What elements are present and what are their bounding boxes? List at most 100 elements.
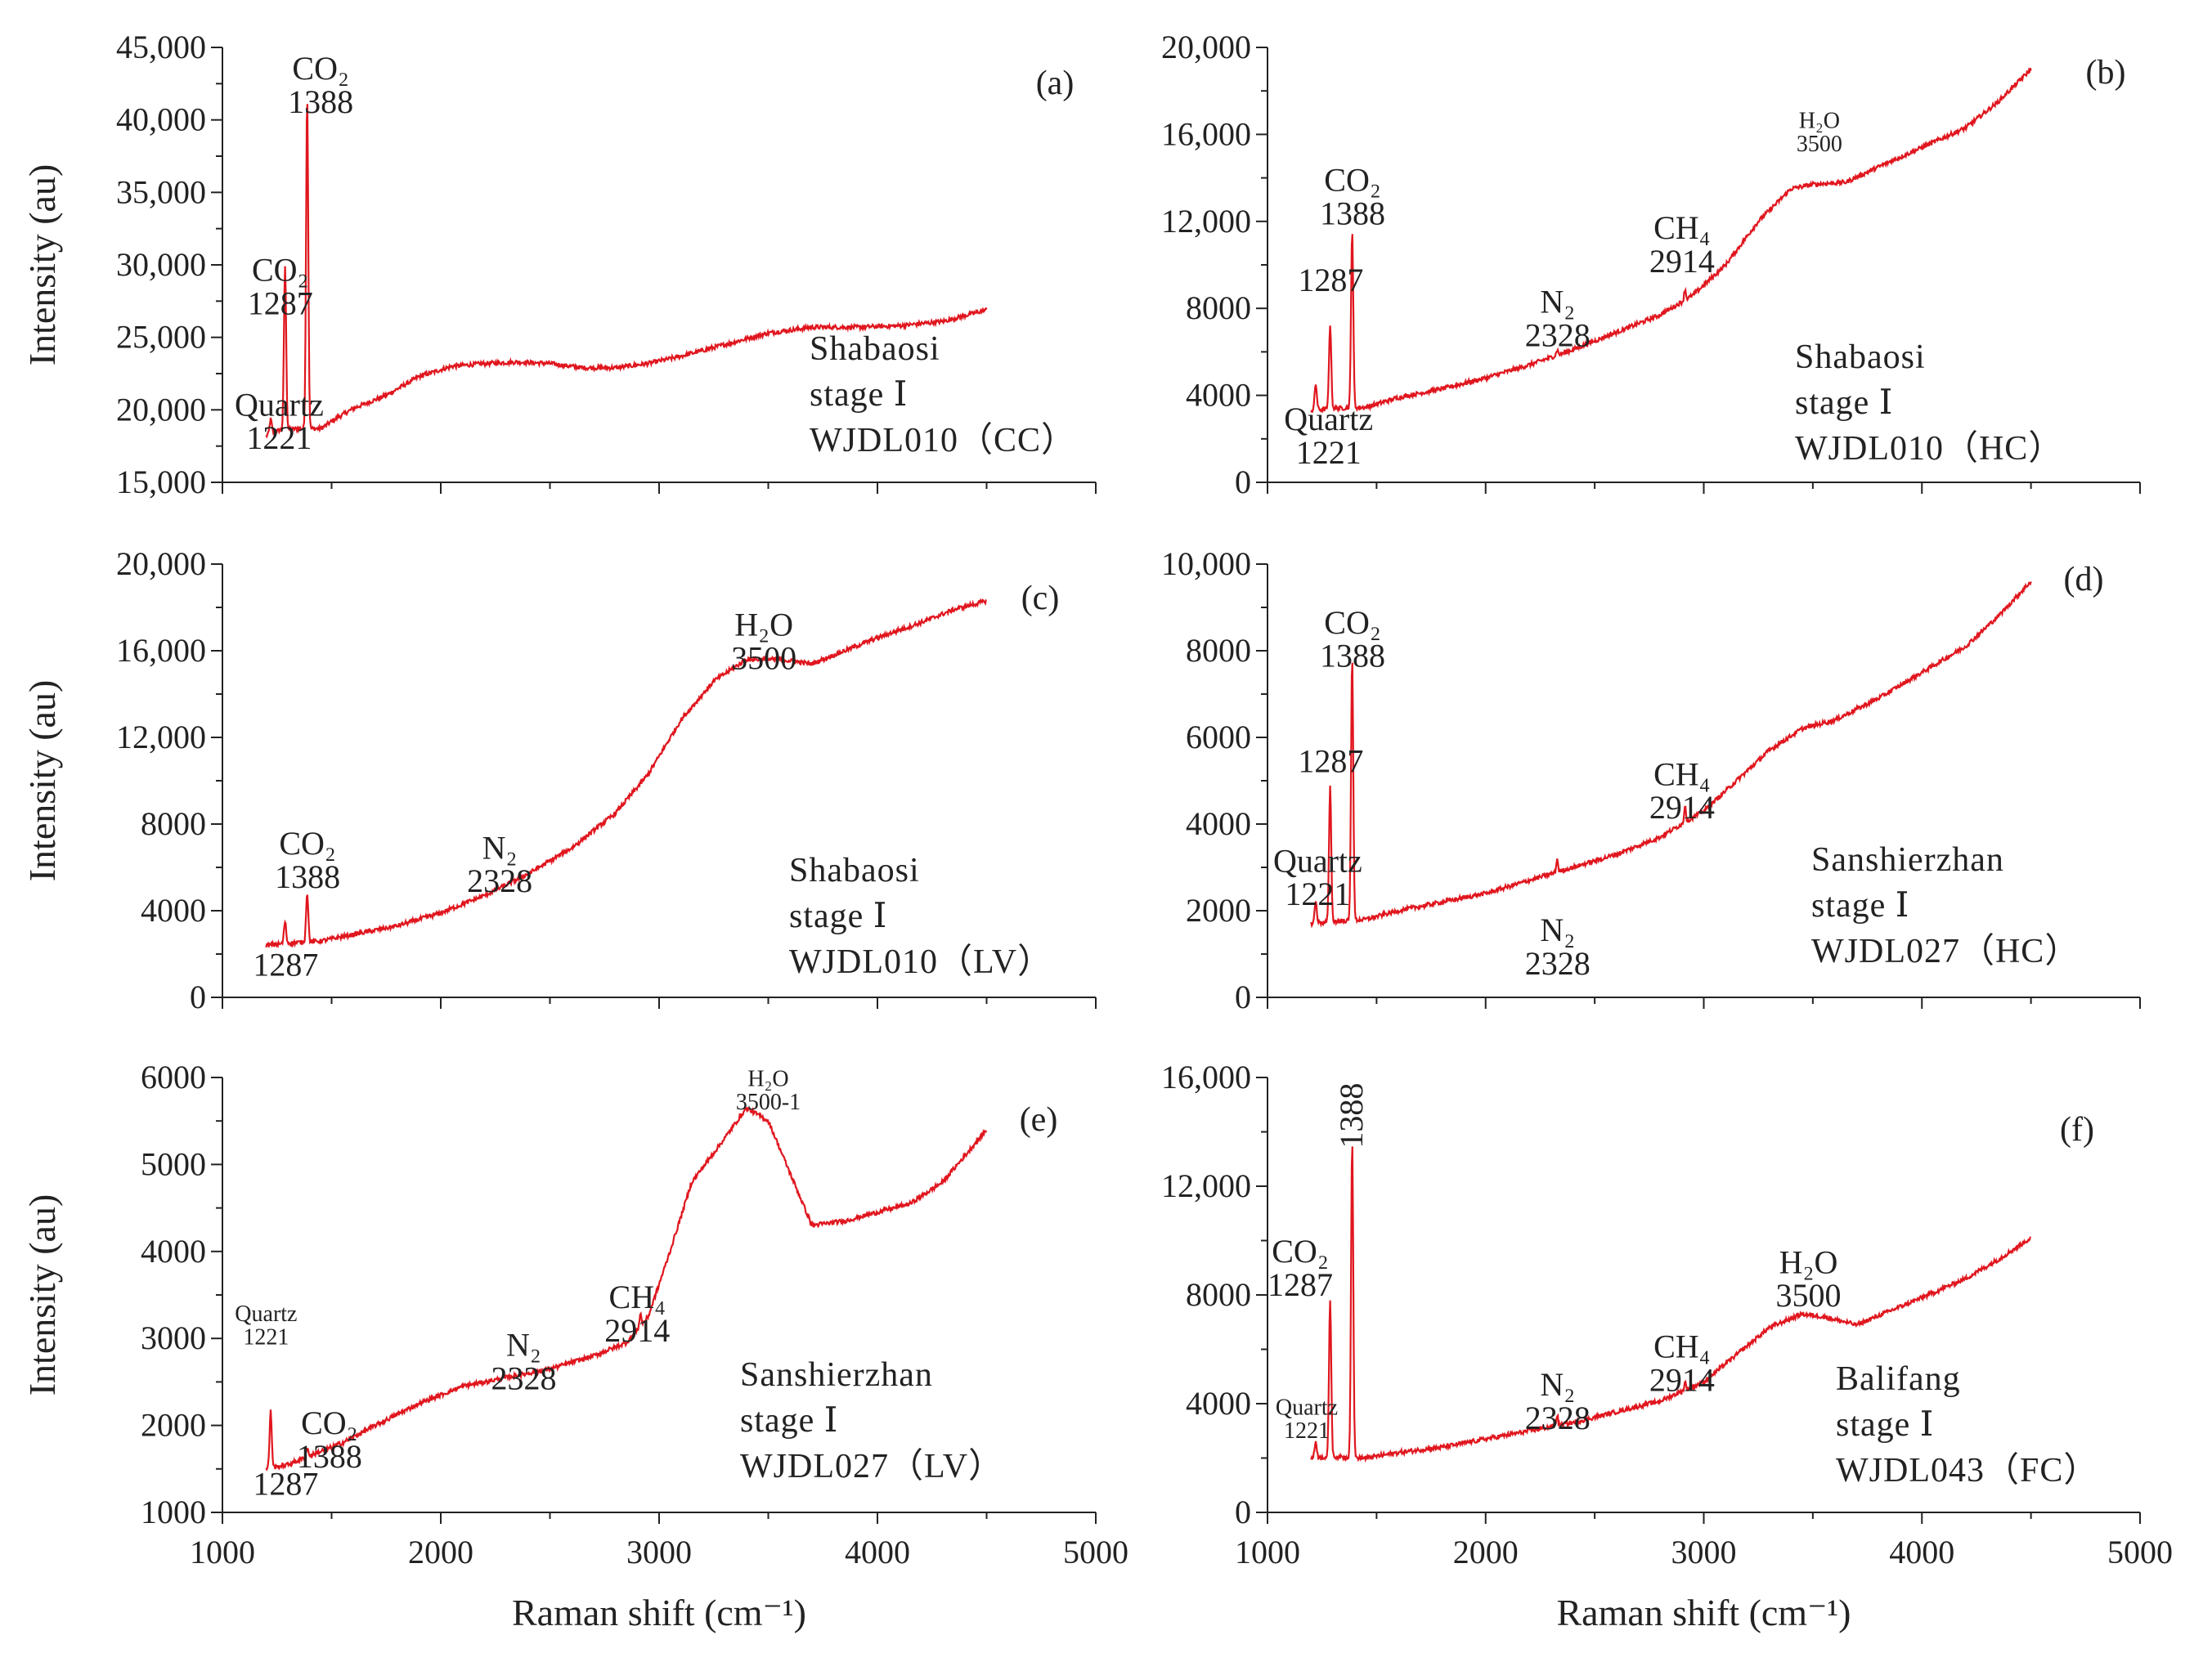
y-tick-label: 5000 [141,1145,206,1182]
peak-label: Quartz [235,1301,297,1327]
sample-caption-line: stage Ⅰ [1795,384,1893,422]
peak-label: 1287 [1298,742,1363,779]
y-axis-title: Intensity (au) [21,1194,63,1396]
chart-panel-e: 1000 2000 3000 4000 5000 6000 1000 2000 3000 4000… [21,1059,1128,1633]
peak-label: 1287 [248,284,313,321]
sample-caption-line: stage Ⅰ [1811,887,1909,925]
y-tick-label: 16,000 [116,632,206,669]
x-tick-label: 4000 [845,1534,910,1570]
y-tick-label: 4000 [1186,377,1251,414]
y-tick-label: 6000 [1186,719,1251,755]
peak-label: 1287 [1298,262,1363,298]
peak-label: 3500 [1797,132,1842,157]
peak-label: N₂ [1540,284,1575,320]
peak-label: 3500-1 [736,1090,801,1115]
panel-label: (b) [2086,54,2126,92]
y-tick-label: 20,000 [116,391,206,428]
peak-label: N₂ [1540,912,1575,948]
spectrum-line [1310,1146,2031,1463]
x-tick-label: 1000 [190,1534,255,1570]
y-tick-label: 25,000 [116,319,206,356]
peak-label: CO₂ [292,50,349,87]
peak-label: H₂O [747,1067,788,1092]
peak-label: CO₂ [301,1404,358,1441]
spectrum-line [265,598,987,949]
peak-label: 1388 [1320,638,1385,674]
sample-caption-line: stage Ⅰ [789,898,887,935]
y-tick-label: 30,000 [116,246,206,283]
y-tick-label: 0 [1235,979,1251,1015]
sample-caption-line: Sanshierzhan [740,1356,933,1394]
peak-label: 1388 [297,1438,362,1475]
y-tick-label: 10,000 [1161,545,1251,582]
sample-caption-line: Shabaosi [810,330,940,368]
peak-label: H₂O [1779,1243,1838,1280]
y-axis-title: Intensity (au) [21,680,63,882]
sample-caption-line: WJDL027（LV） [740,1448,1003,1485]
peak-label: 2328 [1525,316,1591,353]
peak-label: 1221 [1285,876,1350,912]
chart-panel-f: 0 4000 8000 12,000 16,000 1000 2000 3000 4000 500… [1161,1059,2173,1633]
x-tick-label: 2000 [1453,1534,1519,1570]
peak-label: H₂O [734,606,793,643]
x-tick-label: 2000 [408,1534,473,1570]
y-tick-label: 0 [1235,464,1251,500]
sample-caption-line: WJDL010（CC） [810,422,1076,459]
peak-label: Quartz [1276,1395,1338,1420]
y-tick-label: 8000 [1186,1276,1251,1313]
peak-label: 1221 [243,1324,289,1350]
peak-label: Quartz [235,386,324,423]
spectrum-line [1310,67,2032,414]
y-tick-label: 16,000 [1161,115,1251,152]
peak-label: CO₂ [1272,1233,1329,1270]
x-tick-label: 4000 [1889,1534,1954,1570]
y-tick-label: 16,000 [1161,1059,1251,1095]
y-tick-label: 20,000 [116,545,206,582]
sample-caption-line: Shabaosi [789,852,920,889]
x-tick-label: 5000 [2107,1534,2173,1570]
peak-label: 2328 [1525,1400,1591,1436]
panel-label: (e) [1020,1101,1058,1139]
y-tick-label: 4000 [141,1233,206,1270]
sample-caption-line: Shabaosi [1795,338,1926,376]
peak-label: 1287 [253,947,318,983]
peak-label: 1221 [246,419,312,456]
y-tick-label: 8000 [141,805,206,842]
y-tick-label: 4000 [1186,805,1251,842]
sample-caption-line: WJDL010（HC） [1795,430,2063,468]
peak-label: 1221 [1284,1418,1330,1444]
peak-label: 2914 [1649,1361,1715,1398]
y-tick-label: 6000 [141,1059,206,1095]
sample-caption-line: Sanshierzhan [1811,841,2004,879]
y-tick-label: 2000 [141,1407,206,1444]
peak-label: 2914 [1649,243,1715,280]
panel-label: (a) [1036,65,1075,102]
panel-label: (f) [2060,1111,2094,1149]
peak-label: 2914 [604,1312,670,1349]
x-tick-label: 3000 [1671,1534,1737,1570]
peak-label: 1388 [1320,195,1385,231]
panel-label: (c) [1021,580,1060,617]
peak-label: 2328 [1525,945,1591,982]
y-tick-label: 1000 [141,1494,206,1530]
sample-caption-line: stage Ⅰ [1836,1406,1934,1444]
peak-label: 2328 [467,862,532,899]
x-tick-label: 1000 [1235,1534,1300,1570]
y-axis-title: Intensity (au) [21,164,63,366]
peak-label: 1287 [1268,1266,1333,1303]
peak-label: 2914 [1649,789,1715,826]
peak-label: 3500 [731,639,796,676]
y-tick-label: 40,000 [116,101,206,138]
sample-caption-line: WJDL010（LV） [789,943,1052,981]
y-tick-label: 0 [1235,1494,1251,1530]
y-tick-label: 12,000 [1161,203,1251,240]
peak-label: CH₄ [1653,209,1711,246]
peak-label: CO₂ [279,825,336,862]
y-tick-label: 12,000 [116,719,206,755]
peak-label: N₂ [482,829,518,866]
peak-label: CO₂ [1324,604,1381,641]
peak-label: CH₄ [1653,1328,1711,1364]
peak-label: N₂ [1540,1366,1575,1403]
